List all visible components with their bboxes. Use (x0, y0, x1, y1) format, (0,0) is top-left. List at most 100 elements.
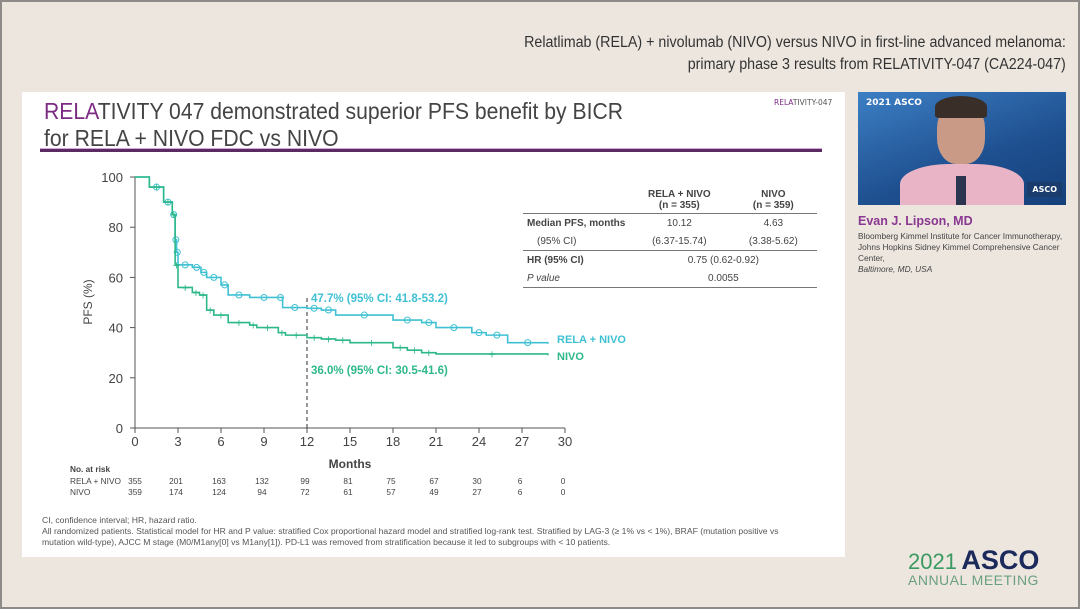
annotation-12-month: 36.0% (95% CI: 30.5-41.6) (311, 365, 448, 377)
row-label: (95% CI) (523, 232, 630, 251)
cell: (3.38-5.62) (729, 232, 818, 251)
col2-n: (n = 359) (752, 200, 794, 211)
at-risk-value: 132 (255, 476, 269, 486)
censor-mark (403, 316, 411, 324)
at-risk-row-label: NIVO (70, 487, 91, 497)
header-line-2: primary phase 3 results from RELATIVITY-… (687, 56, 1066, 73)
cell: (6.37-15.74) (629, 232, 730, 251)
censor-mark (450, 324, 458, 332)
legend-label: RELA + NIVO (557, 334, 626, 346)
censor-mark: + (263, 323, 271, 334)
col2-header: NIVO (761, 189, 786, 200)
censor-mark: + (396, 343, 404, 354)
speaker-hair (935, 96, 987, 118)
at-risk-value: 75 (386, 476, 396, 486)
censor-mark: + (367, 338, 375, 349)
header-line-1: Relatlimab (RELA) + nivolumab (NIVO) ver… (524, 34, 1066, 51)
summary-table: RELA + NIVO (n = 355) NIVO (n = 359) Media… (523, 187, 818, 288)
speaker-tie (956, 176, 966, 205)
censor-mark (193, 263, 201, 271)
censor-mark: + (164, 198, 172, 209)
censor-mark: + (310, 333, 318, 344)
presentation-header: Relatlimab (RELA) + nivolumab (NIVO) ver… (524, 32, 1066, 76)
table-row: (95% CI) (6.37-15.74) (3.38-5.62) (523, 232, 818, 251)
censor-mark: + (217, 311, 225, 322)
y-tick-label: 80 (109, 220, 123, 235)
censor-mark (475, 329, 483, 337)
table-row: HR (95% CI) 0.75 (0.62-0.92) (523, 251, 817, 270)
video-logo: 2021 ASCO (866, 98, 922, 108)
cell: 0.75 (0.62-0.92) (687, 254, 759, 266)
censor-mark (170, 211, 178, 219)
censor-mark (210, 273, 218, 281)
censor-mark: + (324, 334, 332, 345)
col1-header: RELA + NIVO (647, 189, 711, 200)
at-risk-value: 6 (518, 487, 523, 497)
at-risk-value: 0 (561, 487, 566, 497)
censor-mark (235, 291, 243, 299)
x-tick-label: 3 (174, 434, 181, 449)
at-risk-value: 0 (561, 476, 566, 486)
asco-word: ASCO (961, 545, 1040, 575)
at-risk-value: 67 (429, 476, 439, 486)
video-badge: ASCO (1027, 182, 1062, 197)
footnote-1: CI, confidence interval; HR, hazard rati… (42, 515, 197, 525)
x-tick-label: 9 (260, 434, 267, 449)
x-tick-label: 15 (343, 434, 357, 449)
y-tick-label: 0 (116, 421, 123, 436)
at-risk-value: 94 (257, 487, 267, 497)
censor-mark: + (339, 336, 347, 347)
at-risk-value: 124 (212, 487, 226, 497)
footnote-2: All randomized patients. Statistical mod… (42, 526, 779, 547)
censor-mark (221, 281, 229, 289)
x-tick-label: 6 (217, 434, 224, 449)
tag-accent: RELA (774, 98, 793, 107)
censor-mark (493, 331, 501, 339)
censor-mark: + (278, 328, 286, 339)
row-label: P value (523, 269, 630, 288)
asco-subtitle: ANNUAL MEETING (908, 572, 1039, 588)
speaker-location: Baltimore, MD, USA (858, 264, 933, 274)
at-risk-value: 163 (212, 476, 226, 486)
footnotes: CI, confidence interval; HR, hazard rati… (42, 515, 802, 548)
annotation-12-month: 47.7% (95% CI: 41.8-53.2) (311, 293, 448, 305)
censor-mark (310, 304, 318, 312)
censor-mark: + (192, 288, 200, 299)
censor-mark (360, 311, 368, 319)
y-axis-label: PFS (%) (81, 279, 95, 324)
x-tick-label: 21 (429, 434, 443, 449)
censor-mark (200, 268, 208, 276)
at-risk-value: 355 (128, 476, 142, 486)
col1-n: (n = 355) (658, 200, 700, 211)
y-tick-label: 20 (109, 371, 123, 386)
censor-mark (260, 293, 268, 301)
y-tick-label: 100 (101, 170, 123, 185)
censor-mark: + (292, 331, 300, 342)
censor-mark: + (235, 318, 243, 329)
censor-mark (276, 293, 284, 301)
censor-mark (173, 248, 181, 256)
censor-mark: + (181, 283, 189, 294)
x-axis-label: Months (329, 457, 372, 471)
censor-mark: + (152, 183, 160, 194)
table-row: Median PFS, months 10.12 4.63 (523, 214, 817, 233)
title-rest: TIVITY 047 demonstrated superior PFS ben… (97, 98, 624, 124)
x-tick-label: 0 (131, 434, 138, 449)
cell: 10.12 (666, 217, 692, 229)
title-accent: RELA (44, 98, 98, 124)
at-risk-value: 57 (386, 487, 396, 497)
at-risk-value: 359 (128, 487, 142, 497)
slide-title: RELATIVITY 047 demonstrated superior PFS… (44, 98, 623, 152)
censor-mark: + (206, 306, 214, 317)
censor-mark (524, 339, 532, 347)
km-curve-rela-nivo (135, 176, 549, 344)
row-label: Median PFS, months (527, 217, 626, 229)
at-risk-value: 72 (300, 487, 310, 497)
censor-mark: + (425, 348, 433, 359)
x-tick-label: 12 (300, 434, 314, 449)
asco-logo: 2021 ASCO ANNUAL MEETING (908, 545, 1039, 588)
at-risk-value: 49 (429, 487, 439, 497)
x-tick-label: 18 (386, 434, 400, 449)
speaker-info: Evan J. Lipson, MD Bloomberg Kimmel Inst… (858, 214, 1073, 275)
